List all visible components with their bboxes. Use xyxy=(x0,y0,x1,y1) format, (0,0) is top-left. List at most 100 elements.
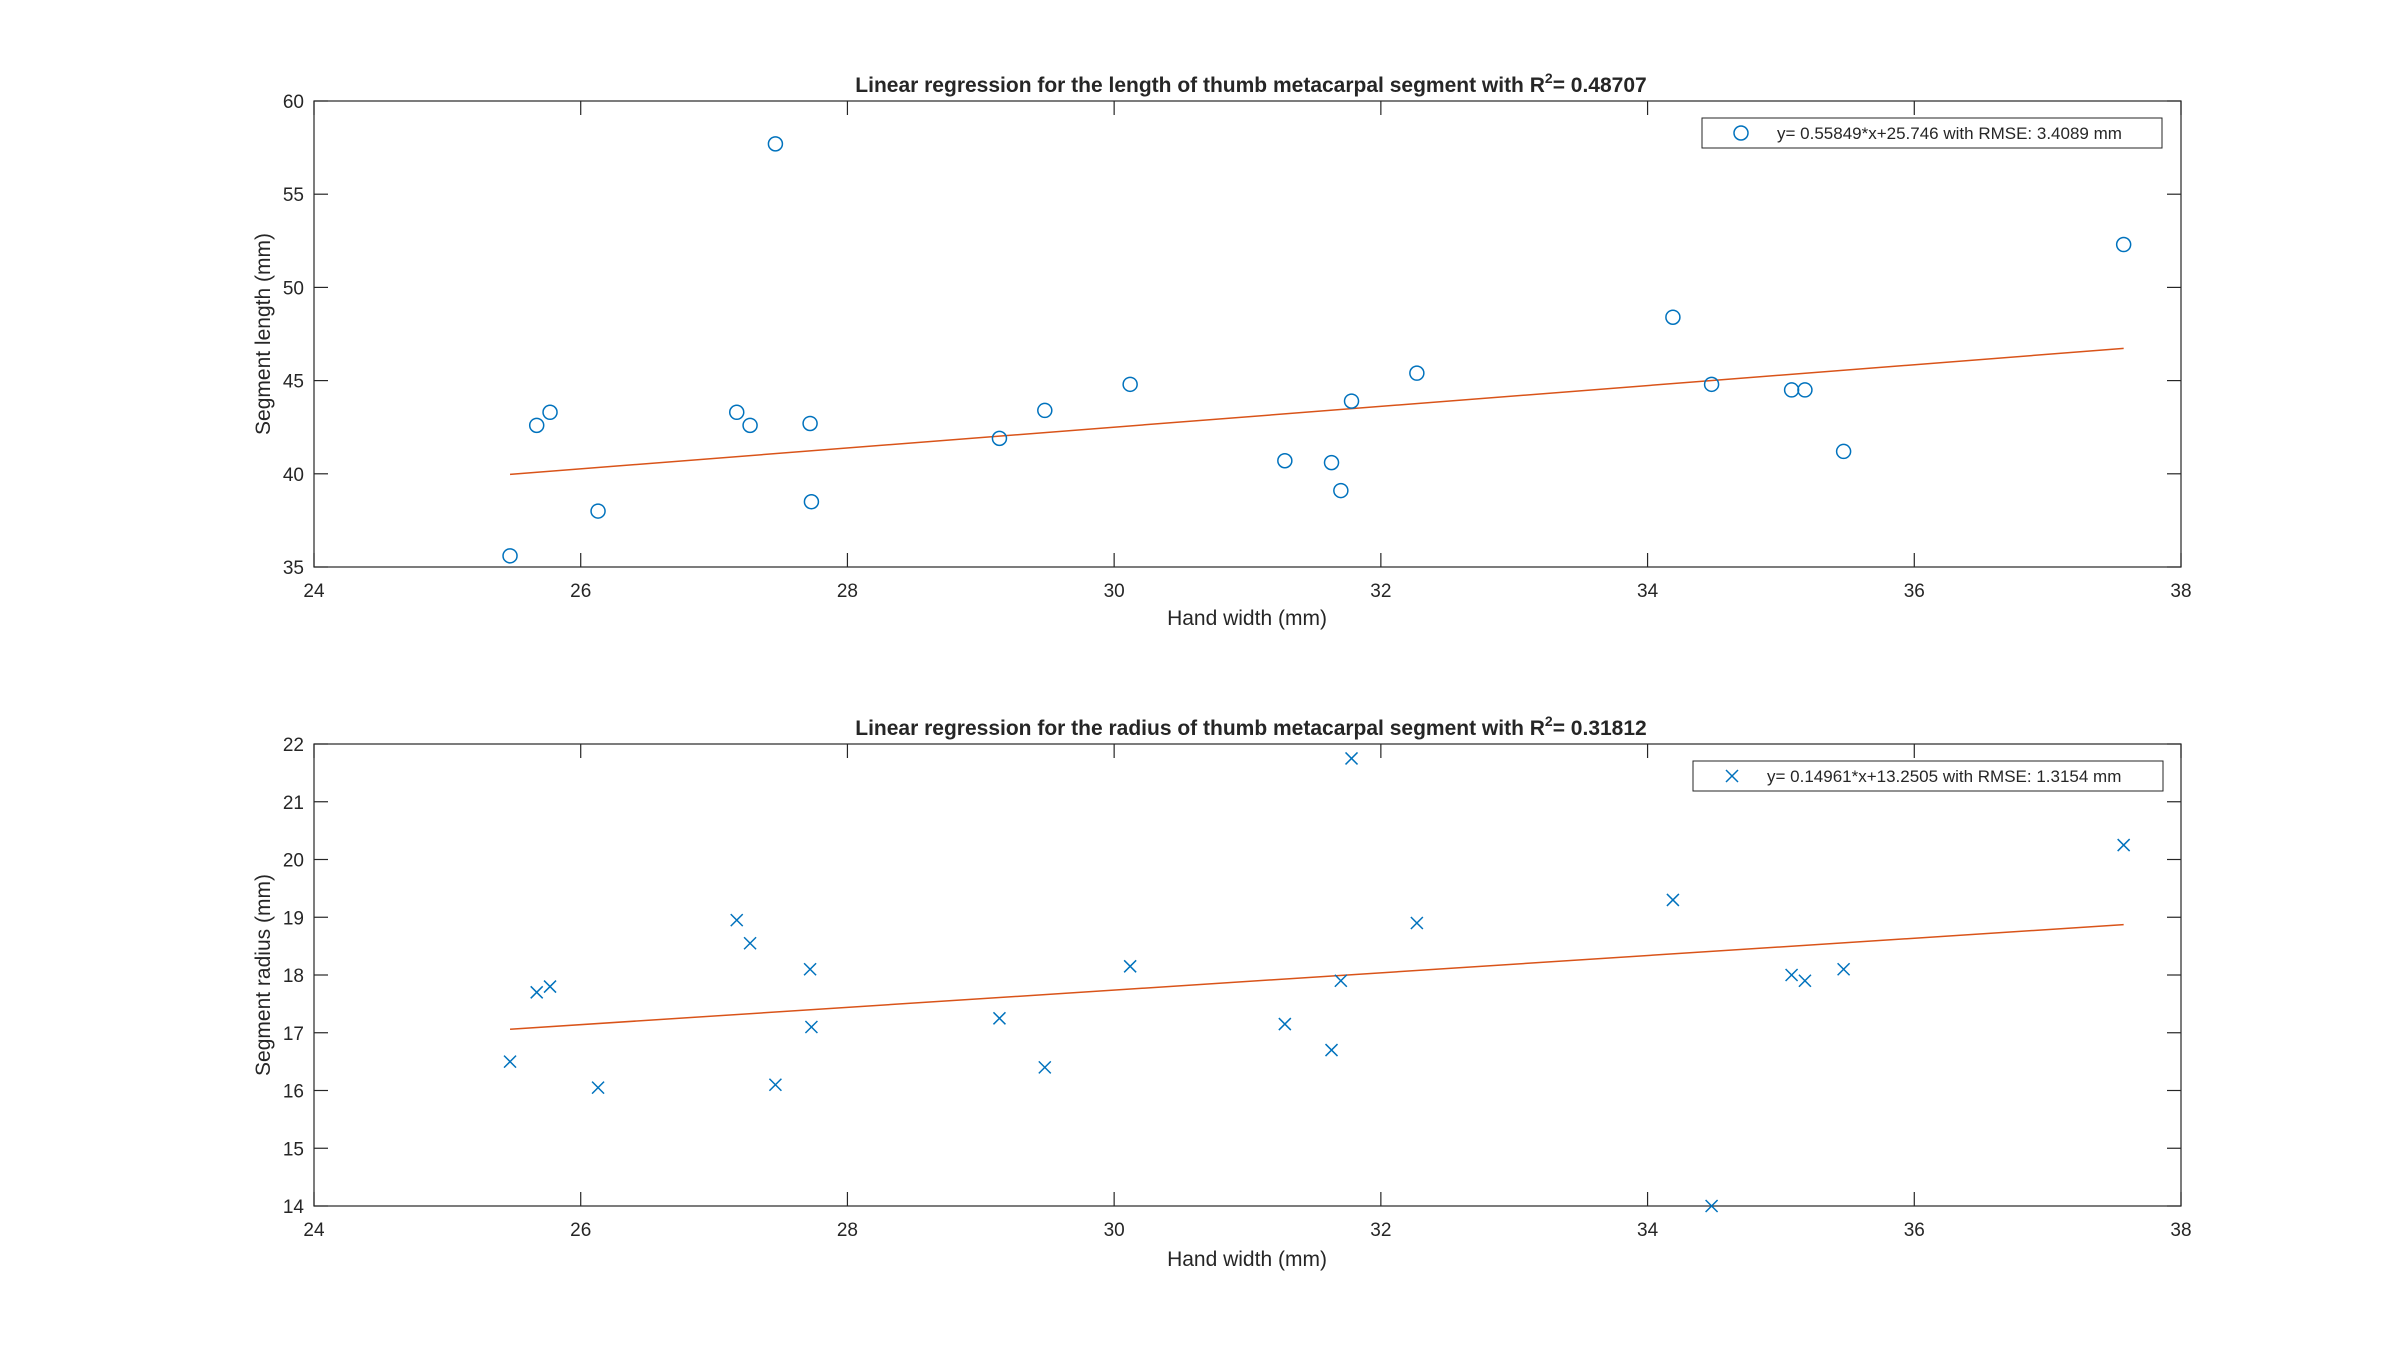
data-point xyxy=(1703,376,1720,393)
data-point xyxy=(1343,393,1360,409)
data-point xyxy=(528,417,545,434)
x-axis-label: Hand width (mm) xyxy=(1167,607,1327,630)
legend-marker xyxy=(1725,769,1739,783)
axis-ticks xyxy=(313,100,2182,568)
fit-line xyxy=(509,347,2124,476)
data-point xyxy=(503,1055,517,1069)
axis-ticks xyxy=(313,743,2182,1207)
data-point xyxy=(1122,376,1138,393)
data-point xyxy=(1038,1060,1052,1074)
data-point xyxy=(803,494,820,510)
data-point xyxy=(1410,916,1424,930)
data-point xyxy=(1665,309,1681,325)
y-tick-labels: 35 40 45 50 55 60 xyxy=(283,92,304,579)
data-point xyxy=(502,548,518,564)
legend: y= 0.14961*x+13.2505 with RMSE: 1.3154 m… xyxy=(1692,760,2164,792)
legend: y= 0.55849*x+25.746 with RMSE: 3.4089 mm xyxy=(1701,117,2163,149)
data-point xyxy=(590,503,606,519)
data-point xyxy=(1835,443,1852,460)
data-point xyxy=(1323,454,1340,471)
data-point xyxy=(1705,1199,1719,1213)
data-points xyxy=(502,136,2132,564)
x-tick-label: 26 xyxy=(570,581,591,602)
data-points xyxy=(503,751,2131,1213)
legend-label: y= 0.55849*x+25.746 with RMSE: 3.4089 mm xyxy=(1777,124,2122,143)
data-point xyxy=(1123,959,1137,973)
legend-marker xyxy=(1733,125,1749,141)
data-point xyxy=(802,415,818,432)
x-tick-label: 28 xyxy=(837,581,858,602)
y-tick-label: 22 xyxy=(283,735,304,756)
fit-line xyxy=(509,923,2124,1030)
y-tick-label: 40 xyxy=(283,465,304,486)
x-tick-label: 36 xyxy=(1904,1220,1925,1241)
x-tick-label: 30 xyxy=(1104,581,1125,602)
data-point xyxy=(1798,974,1812,988)
y-tick-label: 20 xyxy=(283,851,304,872)
data-point xyxy=(542,404,558,421)
data-point xyxy=(530,985,544,999)
y-tick-label: 19 xyxy=(283,908,304,929)
data-point xyxy=(992,1011,1006,1025)
data-point xyxy=(728,404,745,421)
y-tick-label: 14 xyxy=(283,1197,305,1218)
x-tick-label: 32 xyxy=(1370,581,1391,602)
data-point xyxy=(1037,402,1053,419)
y-tick-label: 55 xyxy=(283,185,304,206)
data-point xyxy=(2115,236,2132,253)
data-point xyxy=(1409,365,1425,381)
radius-regression-chart: Linear regression for the radius of thum… xyxy=(252,713,2192,1271)
chart-title: Linear regression for the length of thum… xyxy=(855,70,1646,97)
y-tick-label: 45 xyxy=(283,372,304,393)
length-regression-chart: Linear regression for the length of thum… xyxy=(252,70,2192,630)
data-point xyxy=(1837,962,1851,976)
x-tick-label: 36 xyxy=(1904,581,1925,602)
data-point xyxy=(1344,751,1359,765)
plot-area xyxy=(313,100,2182,568)
data-point xyxy=(742,417,758,434)
data-point xyxy=(1797,382,1813,398)
x-tick-label: 24 xyxy=(303,1220,325,1241)
data-point xyxy=(1333,482,1349,499)
x-tick-labels: 24 26 28 30 32 34 36 38 xyxy=(303,1220,2191,1241)
data-point xyxy=(2117,838,2131,852)
data-point xyxy=(1785,968,1799,982)
chart-title: Linear regression for the radius of thum… xyxy=(855,713,1646,740)
x-tick-label: 24 xyxy=(303,581,325,602)
y-tick-label: 15 xyxy=(283,1139,304,1160)
data-point xyxy=(991,430,1008,447)
y-tick-label: 50 xyxy=(283,278,304,299)
plot-area xyxy=(313,743,2182,1207)
fit-line-layer xyxy=(509,923,2124,1030)
y-tick-label: 17 xyxy=(283,1024,304,1045)
legend-label: y= 0.14961*x+13.2505 with RMSE: 1.3154 m… xyxy=(1767,767,2121,786)
x-tick-label: 38 xyxy=(2170,1220,2191,1241)
y-axis-label: Segment length (mm) xyxy=(252,233,275,435)
x-tick-label: 34 xyxy=(1637,1220,1659,1241)
data-point xyxy=(1324,1043,1339,1057)
x-tick-label: 38 xyxy=(2170,581,2191,602)
data-point xyxy=(543,980,557,994)
x-axis-label: Hand width (mm) xyxy=(1167,1248,1327,1271)
data-point xyxy=(804,1020,818,1034)
data-point xyxy=(730,913,744,927)
y-tick-label: 60 xyxy=(283,92,304,113)
x-tick-label: 26 xyxy=(570,1220,591,1241)
x-tick-labels: 24 26 28 30 32 34 36 38 xyxy=(303,581,2191,602)
data-point xyxy=(1334,974,1348,988)
data-point xyxy=(1666,893,1680,907)
y-tick-label: 16 xyxy=(283,1082,304,1103)
data-point xyxy=(767,136,784,152)
data-point xyxy=(591,1081,605,1095)
fit-line-layer xyxy=(509,347,2124,476)
y-axis-label: Segment radius (mm) xyxy=(252,874,275,1076)
x-tick-label: 32 xyxy=(1370,1220,1391,1241)
x-tick-label: 28 xyxy=(837,1220,858,1241)
y-tick-labels: 14 15 16 17 18 19 20 21 22 xyxy=(283,735,305,1218)
data-point xyxy=(1277,453,1293,469)
data-point xyxy=(768,1078,782,1092)
y-tick-label: 35 xyxy=(283,558,304,579)
data-point xyxy=(743,936,757,950)
data-point xyxy=(1278,1017,1292,1031)
